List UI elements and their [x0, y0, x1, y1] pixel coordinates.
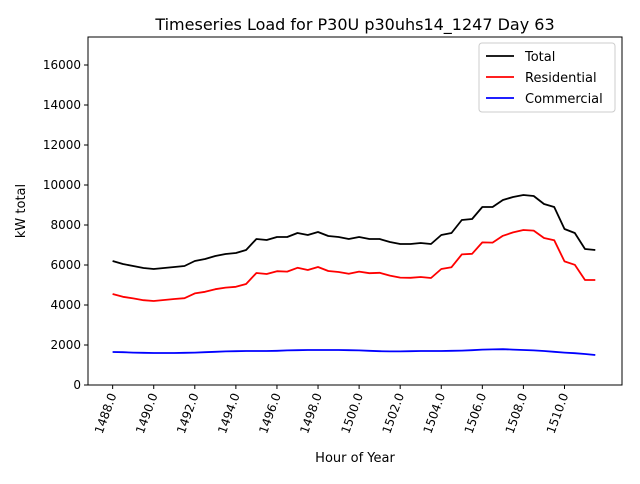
x-tick-label: 1506.0 [462, 391, 490, 435]
x-tick-label: 1502.0 [379, 391, 407, 435]
series-line-residential [112, 229, 596, 302]
legend-box [478, 42, 616, 113]
y-tick-label: 10000 [43, 178, 81, 192]
y-tick-label: 16000 [43, 58, 81, 72]
x-tick-label: 1500.0 [338, 391, 366, 435]
x-tick-label: 1494.0 [215, 391, 243, 435]
y-tick-label: 0 [73, 378, 81, 392]
chart-title: Timeseries Load for P30U p30uhs14_1247 D… [154, 15, 554, 35]
x-tick-label: 1504.0 [421, 391, 449, 435]
x-tick-label: 1492.0 [174, 391, 202, 435]
y-axis-label: kW total [14, 184, 29, 238]
x-axis-label: Hour of Year [315, 451, 395, 466]
legend: Total Residential Commercial [478, 42, 616, 113]
x-tick-label: 1490.0 [133, 391, 161, 435]
series-line-total [112, 194, 596, 270]
legend-label-commercial: Commercial [525, 92, 603, 107]
legend-label-residential: Residential [525, 71, 597, 86]
y-tick-label: 2000 [50, 338, 81, 352]
y-tick-label: 12000 [43, 138, 81, 152]
y-tick-label: 8000 [50, 218, 81, 232]
legend-label-total: Total [524, 50, 555, 65]
x-tick-label: 1510.0 [544, 391, 572, 435]
series-line-commercial [112, 348, 596, 356]
x-tick-label: 1508.0 [503, 391, 531, 435]
x-tick-label: 1498.0 [297, 391, 325, 435]
x-tick-label: 1496.0 [256, 391, 284, 435]
y-tick-label: 14000 [43, 98, 81, 112]
y-tick-label: 6000 [50, 258, 81, 272]
plot-frame [87, 36, 623, 386]
y-tick-label: 4000 [50, 298, 81, 312]
x-tick-label: 1488.0 [92, 391, 120, 435]
